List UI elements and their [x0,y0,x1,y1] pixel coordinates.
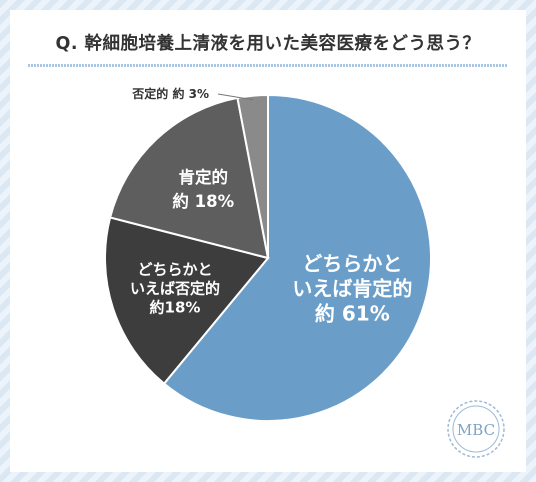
pie-slices [104,93,432,422]
slice-hitei [236,93,269,259]
slice-dochiraka-hitei [104,216,270,386]
chart-title: Q. 幹細胞培養上清液を用いた美容医療をどう思う？ [55,34,481,54]
logo-text: MBC [457,421,495,439]
slice-dochiraka-hitei-value: 約18% [150,299,201,317]
slice-dochiraka-kotei-label: いえば肯定的 [292,277,412,301]
slice-dochiraka-kotei-value: 約 61% [315,302,390,326]
slice-kotei-label: 肯定的 [179,167,229,187]
title-underline [28,64,508,67]
slice-hitei-label: 否定的 約 3% [131,86,209,101]
slice-dochiraka-kotei-label: どちらかと [302,252,402,276]
slice-dochiraka-kotei [162,93,432,422]
slice-kotei [108,96,270,260]
slice-dochiraka-hitei-label: どちらかと [137,261,212,279]
slice-kotei-value: 約 18% [172,191,234,211]
mbc-logo: MBC [447,400,505,458]
small-slice-leader-line [217,93,254,101]
slice-dochiraka-hitei-label: いえば否定的 [130,280,220,298]
